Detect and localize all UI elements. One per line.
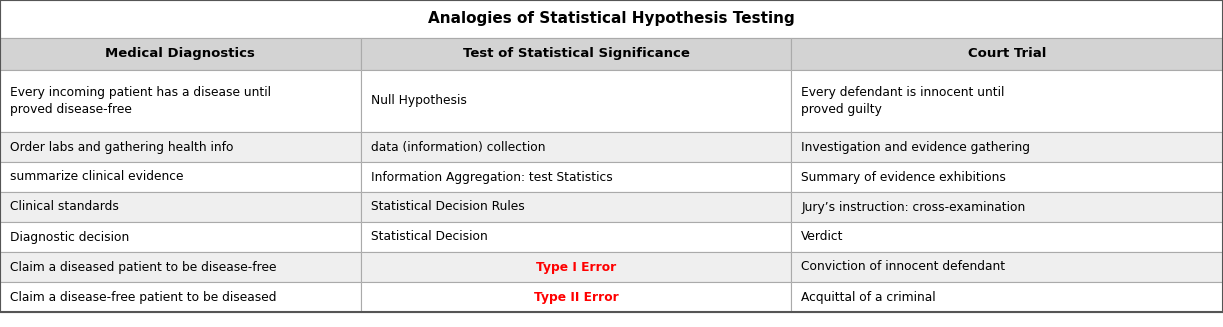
Text: Information Aggregation: test Statistics: Information Aggregation: test Statistics [371, 170, 613, 183]
Bar [791, 70, 1223, 132]
Bar [0, 38, 361, 70]
Bar [791, 132, 1223, 162]
Bar [791, 38, 1223, 70]
Text: Investigation and evidence gathering: Investigation and evidence gathering [801, 141, 1030, 153]
Bar [0, 282, 361, 312]
Bar [0, 38, 361, 70]
Bar [361, 162, 791, 192]
Bar [361, 192, 791, 222]
Bar [791, 222, 1223, 252]
Bar [361, 192, 791, 222]
Bar [0, 222, 361, 252]
Text: Clinical standards: Clinical standards [10, 200, 119, 214]
Text: Acquittal of a criminal: Acquittal of a criminal [801, 290, 936, 303]
Bar [0, 252, 361, 282]
Bar [361, 132, 791, 162]
Bar [791, 38, 1223, 70]
Bar [791, 192, 1223, 222]
Text: Statistical Decision: Statistical Decision [371, 231, 488, 244]
Bar [791, 192, 1223, 222]
Text: Medical Diagnostics: Medical Diagnostics [105, 47, 256, 60]
Text: Type I Error: Type I Error [536, 261, 616, 273]
Bar [0, 192, 361, 222]
Bar [361, 132, 791, 162]
Bar [791, 252, 1223, 282]
Bar [791, 222, 1223, 252]
Text: Diagnostic decision: Diagnostic decision [10, 231, 130, 244]
Bar [0, 252, 361, 282]
Text: Analogies of Statistical Hypothesis Testing: Analogies of Statistical Hypothesis Test… [428, 11, 795, 26]
Bar [361, 282, 791, 312]
Text: Null Hypothesis: Null Hypothesis [371, 95, 467, 108]
Text: Conviction of innocent defendant: Conviction of innocent defendant [801, 261, 1005, 273]
Bar [361, 252, 791, 282]
Bar [361, 70, 791, 132]
Bar [791, 282, 1223, 312]
Text: Test of Statistical Significance: Test of Statistical Significance [462, 47, 690, 60]
Text: Claim a diseased patient to be disease-free: Claim a diseased patient to be disease-f… [10, 261, 276, 273]
Bar [791, 132, 1223, 162]
Bar [0, 70, 361, 132]
Bar [361, 252, 791, 282]
Bar [0, 132, 361, 162]
Bar [791, 70, 1223, 132]
Text: Statistical Decision Rules: Statistical Decision Rules [371, 200, 525, 214]
Text: Claim a disease-free patient to be diseased: Claim a disease-free patient to be disea… [10, 290, 276, 303]
Bar [361, 222, 791, 252]
Bar [0, 162, 361, 192]
Text: Jury’s instruction: cross-examination: Jury’s instruction: cross-examination [801, 200, 1026, 214]
Bar [0, 70, 361, 132]
Bar [0, 282, 361, 312]
Bar [0, 162, 361, 192]
Bar [0, 192, 361, 222]
Text: Order labs and gathering health info: Order labs and gathering health info [10, 141, 234, 153]
Bar [361, 38, 791, 70]
Bar [361, 222, 791, 252]
Bar [791, 162, 1223, 192]
Bar [0, 132, 361, 162]
Bar [791, 282, 1223, 312]
Bar [361, 70, 791, 132]
Bar [0, 222, 361, 252]
Text: data (information) collection: data (information) collection [371, 141, 545, 153]
Text: Court Trial: Court Trial [967, 47, 1047, 60]
Bar [361, 162, 791, 192]
Text: Summary of evidence exhibitions: Summary of evidence exhibitions [801, 170, 1007, 183]
Bar [361, 38, 791, 70]
Text: Every incoming patient has a disease until
proved disease-free: Every incoming patient has a disease unt… [10, 86, 272, 116]
Text: summarize clinical evidence: summarize clinical evidence [10, 170, 183, 183]
Text: Verdict: Verdict [801, 231, 844, 244]
Bar [361, 282, 791, 312]
Text: Every defendant is innocent until
proved guilty: Every defendant is innocent until proved… [801, 86, 1004, 116]
Bar [791, 252, 1223, 282]
Bar [0, 0, 1223, 38]
Bar [0, 0, 1223, 38]
Text: Type II Error: Type II Error [533, 290, 619, 303]
Bar [791, 162, 1223, 192]
